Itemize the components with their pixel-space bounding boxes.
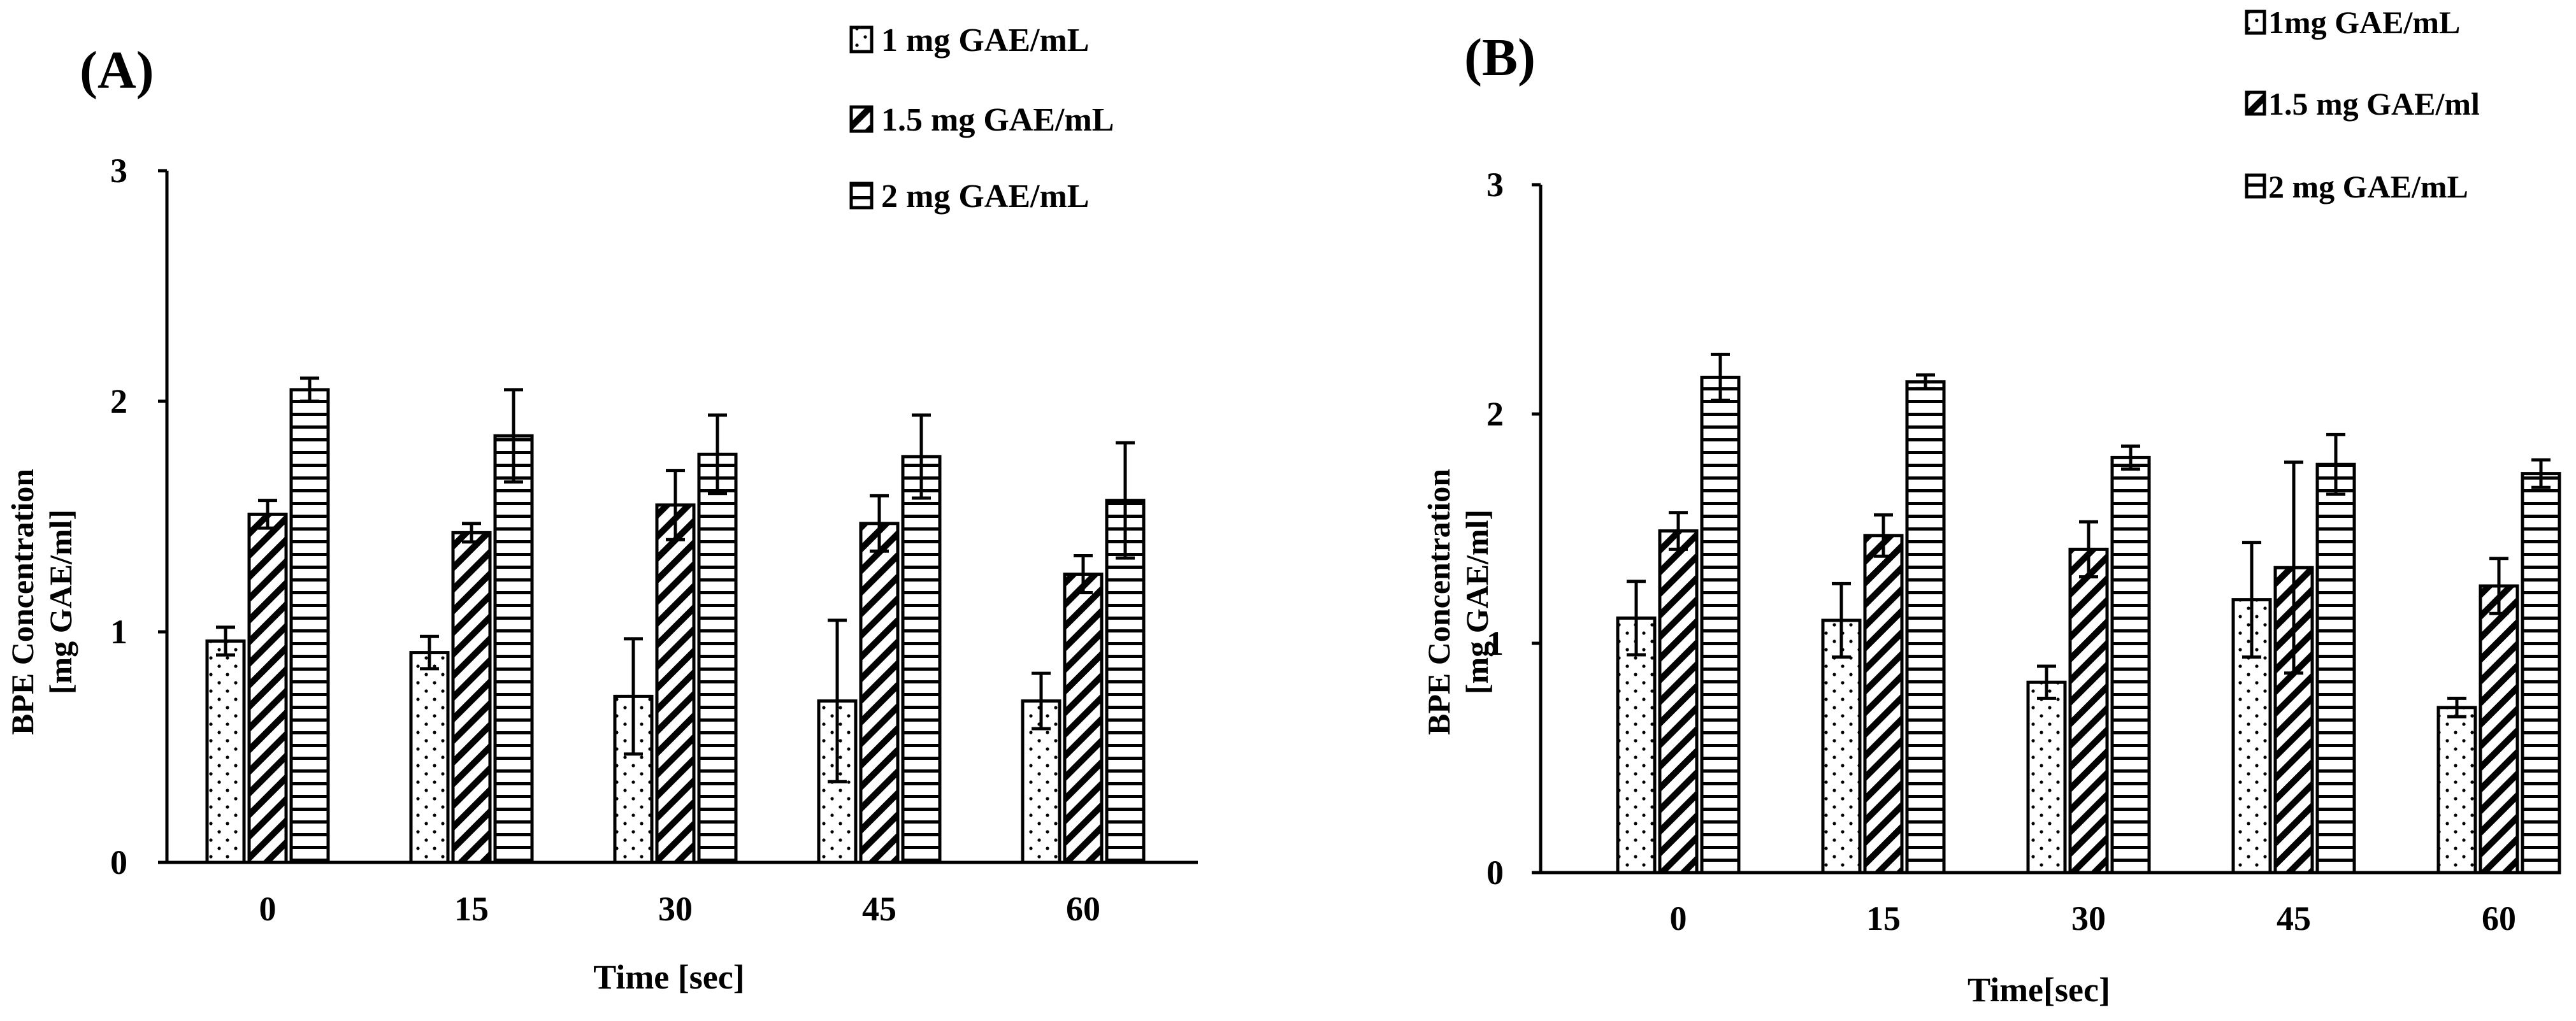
x-axis-label: Time [sec] xyxy=(593,958,744,996)
x-tick-label: 0 xyxy=(1670,899,1687,938)
y-tick-label: 3 xyxy=(110,152,127,190)
x-tick-label: 45 xyxy=(2277,899,2311,938)
x-tick-label: 60 xyxy=(2482,899,2516,938)
bar xyxy=(2436,706,2477,875)
legend-label: 2 mg GAE/mL xyxy=(2268,169,2468,204)
x-tick-label: 60 xyxy=(1066,890,1100,928)
legend-item: 1mg GAE/mL xyxy=(2245,4,2460,40)
x-tick-label: 0 xyxy=(259,890,277,928)
chart-panel-a: (A) BPE Concentration [mg GAE/ml] Time [… xyxy=(4,22,1198,996)
legend-swatch-horizontal xyxy=(2245,173,2266,199)
panel-label: (B) xyxy=(1464,28,1536,87)
x-tick-label: 30 xyxy=(2071,899,2106,938)
y-tick-label: 2 xyxy=(1486,395,1504,433)
panel-label: (A) xyxy=(80,41,154,100)
bar xyxy=(2068,547,2109,875)
bar xyxy=(1905,380,1946,875)
legend-item: 2 mg GAE/mL xyxy=(2245,169,2468,204)
y-axis-label-line-2: [mg GAE/ml] xyxy=(1459,510,1495,694)
bar xyxy=(1658,529,1699,875)
x-axis-label: Time[sec] xyxy=(1968,971,2110,1009)
bar xyxy=(2521,472,2561,875)
bar xyxy=(2110,455,2151,875)
bar xyxy=(493,434,534,864)
bar xyxy=(859,522,900,864)
y-axis-label-line-1: BPE Concentration xyxy=(1421,469,1457,735)
legend-item: 2 mg GAE/mL xyxy=(849,178,1089,215)
chart-panel-b: (B) BPE Concentration [mg GAE/ml] Time[s… xyxy=(1421,4,2561,1009)
legend-item: 1.5 mg GAE/mL xyxy=(849,102,1114,138)
legend-item: 1.5 mg GAE/ml xyxy=(2245,86,2480,122)
y-axis-label-line-2: [mg GAE/ml] xyxy=(43,510,78,694)
y-tick-label: 0 xyxy=(110,843,127,882)
legend-swatch-dots xyxy=(849,25,874,54)
legend-swatch-dots xyxy=(2245,10,2266,35)
bar xyxy=(2315,462,2356,875)
bar xyxy=(2479,584,2519,875)
bar xyxy=(205,639,246,864)
legend: 1mg GAE/mL 1.5 mg GAE/ml 2 mg GAE/mL xyxy=(2245,4,2480,204)
legend-label: 1mg GAE/mL xyxy=(2268,4,2460,40)
y-tick-label: 3 xyxy=(1486,166,1504,204)
y-tick-label: 2 xyxy=(110,382,127,420)
bar xyxy=(1821,618,1862,875)
y-axis-label: BPE Concentration [mg GAE/ml] xyxy=(4,469,78,735)
bar xyxy=(697,452,738,864)
bar xyxy=(2231,598,2272,875)
legend-label: 1 mg GAE/mL xyxy=(881,22,1089,59)
legend-swatch-diagonal xyxy=(2245,90,2266,116)
legend-swatch-diagonal xyxy=(849,105,874,133)
bar xyxy=(1863,534,1904,875)
legend-item: 1 mg GAE/mL xyxy=(849,22,1089,59)
x-tick-label: 15 xyxy=(454,890,489,928)
bar xyxy=(289,388,330,864)
y-tick-label: 1 xyxy=(110,613,127,651)
bar xyxy=(409,651,450,864)
y-axis-label: BPE Concentration [mg GAE/ml] xyxy=(1421,469,1495,735)
bar xyxy=(655,503,696,864)
y-tick-label: 1 xyxy=(1486,624,1504,662)
bar xyxy=(1063,573,1104,864)
x-tick-label: 15 xyxy=(1866,899,1901,938)
x-tick-label: 30 xyxy=(658,890,693,928)
y-tick-label: 0 xyxy=(1486,853,1504,892)
legend-swatch-horizontal xyxy=(849,182,874,210)
bar xyxy=(901,455,942,864)
legend: 1 mg GAE/mL 1.5 mg GAE/mL 2 mg GAE/mL xyxy=(849,22,1114,215)
bar xyxy=(451,531,492,864)
bar xyxy=(2026,680,2067,875)
y-axis-label-line-1: BPE Concentration xyxy=(4,469,40,735)
bar xyxy=(247,512,288,864)
x-tick-label: 45 xyxy=(862,890,896,928)
bar xyxy=(1616,616,1657,875)
legend-label: 1.5 mg GAE/ml xyxy=(2268,86,2480,122)
legend-label: 1.5 mg GAE/mL xyxy=(881,102,1114,138)
bar xyxy=(1700,375,1741,875)
legend-label: 2 mg GAE/mL xyxy=(881,178,1089,215)
